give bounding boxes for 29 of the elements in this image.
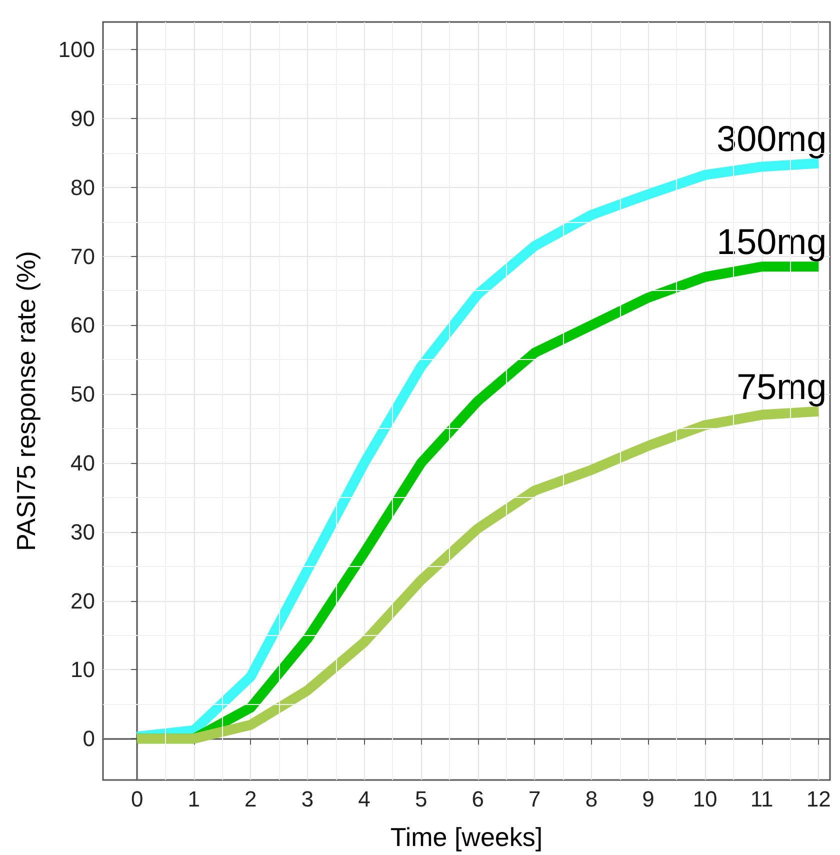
y-tick-label: 90 (70, 106, 95, 131)
x-tick-label: 8 (585, 786, 598, 812)
x-axis-title: Time [weeks] (390, 822, 543, 852)
x-tick-label: 12 (806, 786, 831, 812)
x-tick-label: 6 (472, 786, 484, 812)
x-tick-label: 7 (528, 786, 541, 812)
x-tick-label: 9 (642, 786, 654, 812)
x-tick-label: 11 (750, 786, 774, 812)
x-tick-label: 1 (188, 786, 200, 812)
y-tick-label: 10 (70, 657, 95, 682)
y-tick-label: 80 (70, 174, 95, 200)
x-tick-label: 2 (244, 786, 257, 812)
series-label: 150mg (716, 221, 827, 262)
series-label: 75mg (736, 366, 827, 407)
series-label: 300mg (716, 118, 827, 159)
y-tick-label: 30 (70, 519, 95, 544)
y-tick-label: 70 (70, 244, 95, 269)
y-tick-label: 20 (70, 588, 95, 614)
x-tick-label: 0 (130, 786, 144, 812)
x-tick-label: 4 (358, 786, 370, 812)
y-tick-label: 100 (58, 37, 95, 62)
x-tick-label: 10 (692, 786, 718, 812)
y-tick-label: 50 (70, 382, 95, 407)
y-axis-title: PASI75 response rate (%) (11, 250, 41, 552)
y-tick-label: 0 (82, 726, 95, 752)
y-tick-label: 60 (70, 312, 95, 338)
x-tick-label: 3 (301, 786, 314, 812)
y-tick-label: 40 (70, 450, 95, 476)
x-tick-label: 5 (414, 786, 428, 812)
